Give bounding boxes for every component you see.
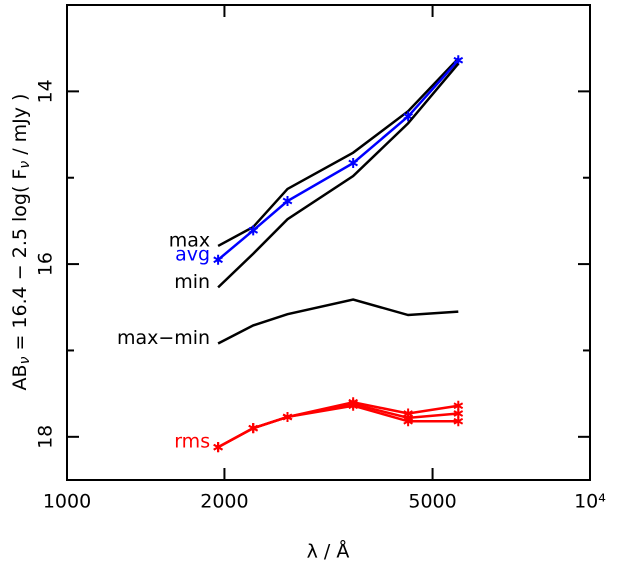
y-axis-label-part: ν	[17, 356, 33, 364]
y-tick-label: 18	[35, 425, 57, 449]
y-tick-label: 14	[35, 79, 57, 103]
y-axis-label-part: / mJy )	[9, 94, 31, 161]
y-axis-label-part: AB	[9, 364, 31, 390]
point-marker	[248, 423, 259, 434]
point-marker	[348, 158, 358, 169]
series-line	[217, 57, 460, 248]
y-axis-label: ABν = 16.4 − 2.5 log( Fν / mJy )	[9, 94, 34, 391]
series-line	[217, 59, 460, 261]
x-tick-label: 2000	[200, 491, 248, 513]
series-line	[217, 298, 459, 345]
point-marker	[213, 442, 223, 453]
x-tick-label: 10⁴	[574, 491, 606, 513]
point-marker	[453, 55, 464, 66]
series-label: avg	[175, 243, 210, 265]
x-tick-label: 1000	[43, 491, 91, 513]
point-marker	[403, 416, 413, 427]
point-marker	[282, 411, 293, 422]
series-label: max−min	[117, 327, 210, 349]
point-marker	[248, 225, 259, 236]
series-label: max	[169, 229, 210, 251]
series-line	[217, 404, 459, 449]
y-axis-label-part: = 16.4 − 2.5 log( F	[9, 169, 31, 357]
x-axis-label: λ / Å	[307, 540, 350, 563]
x-tick-label: 5000	[408, 491, 456, 513]
point-marker	[348, 400, 358, 411]
y-axis-label-part: ν	[17, 161, 33, 169]
series-line	[217, 62, 460, 289]
series-label: min	[174, 271, 210, 293]
point-marker	[213, 254, 223, 265]
series-label: rms	[174, 431, 210, 453]
y-tick-label: 16	[35, 252, 57, 276]
plot-frame	[66, 4, 591, 481]
point-marker	[282, 196, 293, 207]
point-marker	[453, 416, 464, 427]
